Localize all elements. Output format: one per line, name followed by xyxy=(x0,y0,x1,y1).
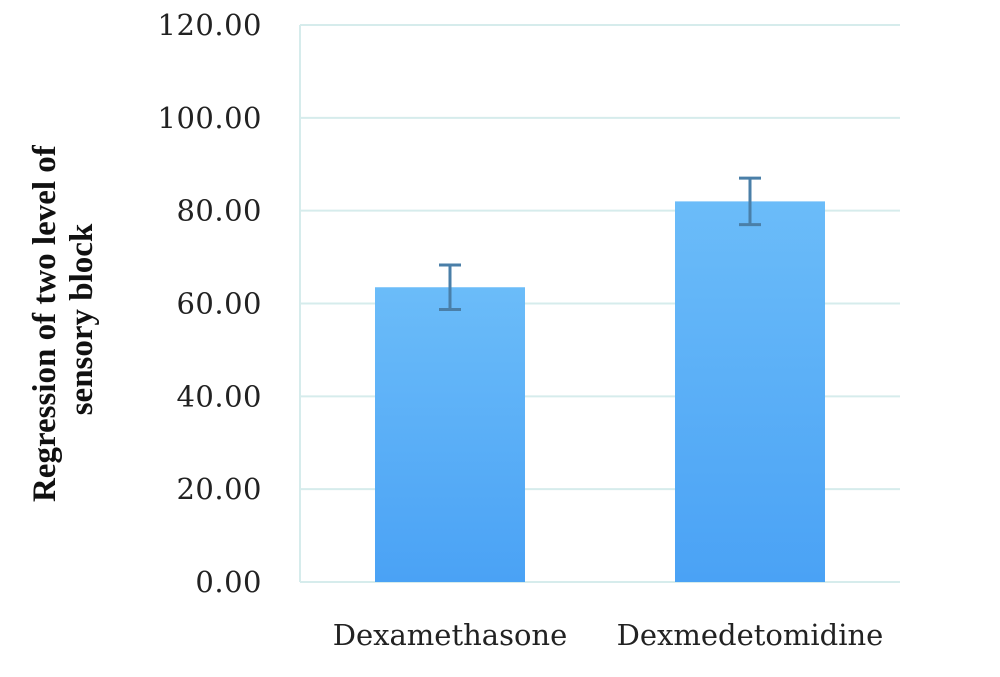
y-axis-label-line-1: Regression of two level of xyxy=(27,144,63,502)
y-tick-label: 100.00 xyxy=(158,101,262,135)
error-bar-dexmedetomidine xyxy=(739,176,761,227)
y-axis-label-line-2: sensory block xyxy=(64,223,100,415)
y-tick-label: 80.00 xyxy=(176,194,262,228)
y-tick-label: 120.00 xyxy=(158,8,262,42)
x-category-label: Dexmedetomidine xyxy=(617,618,884,652)
y-tick-labels: 0.00 20.00 40.00 60.00 80.00 100.00 120.00 xyxy=(158,8,262,599)
x-category-label: Dexamethasone xyxy=(333,618,568,652)
y-tick-label: 20.00 xyxy=(176,472,262,506)
bar-dexmedetomidine xyxy=(675,201,825,582)
y-tick-label: 0.00 xyxy=(195,565,262,599)
bars xyxy=(375,201,825,582)
y-axis-label: Regression of two level of sensory block xyxy=(27,137,100,502)
x-category-labels: Dexamethasone Dexmedetomidine xyxy=(333,618,884,652)
error-bars xyxy=(439,176,761,312)
y-tick-label: 60.00 xyxy=(176,287,262,321)
y-tick-label: 40.00 xyxy=(176,379,262,413)
error-bar-dexamethasone xyxy=(439,263,461,312)
bar-dexamethasone xyxy=(375,287,525,582)
